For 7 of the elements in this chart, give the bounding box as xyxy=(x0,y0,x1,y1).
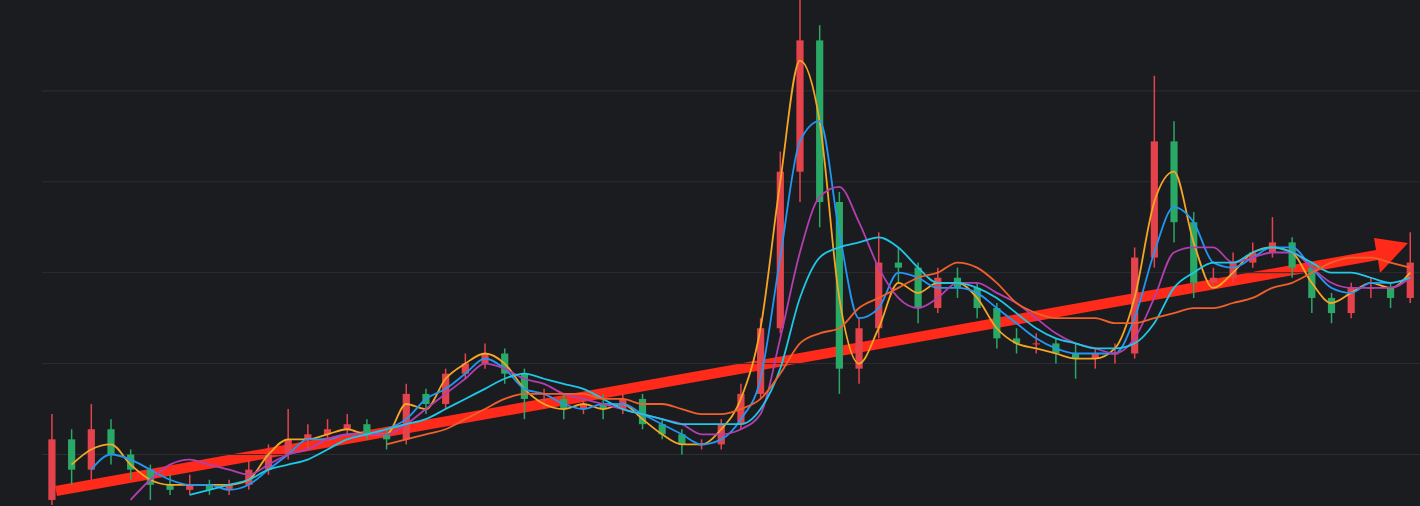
candlestick xyxy=(1209,266,1217,289)
candlestick xyxy=(363,418,371,441)
candlestick xyxy=(1111,342,1119,365)
candlestick xyxy=(1032,332,1040,355)
candlestick xyxy=(540,388,548,410)
candlestick xyxy=(894,246,903,284)
candlestick xyxy=(166,473,174,496)
